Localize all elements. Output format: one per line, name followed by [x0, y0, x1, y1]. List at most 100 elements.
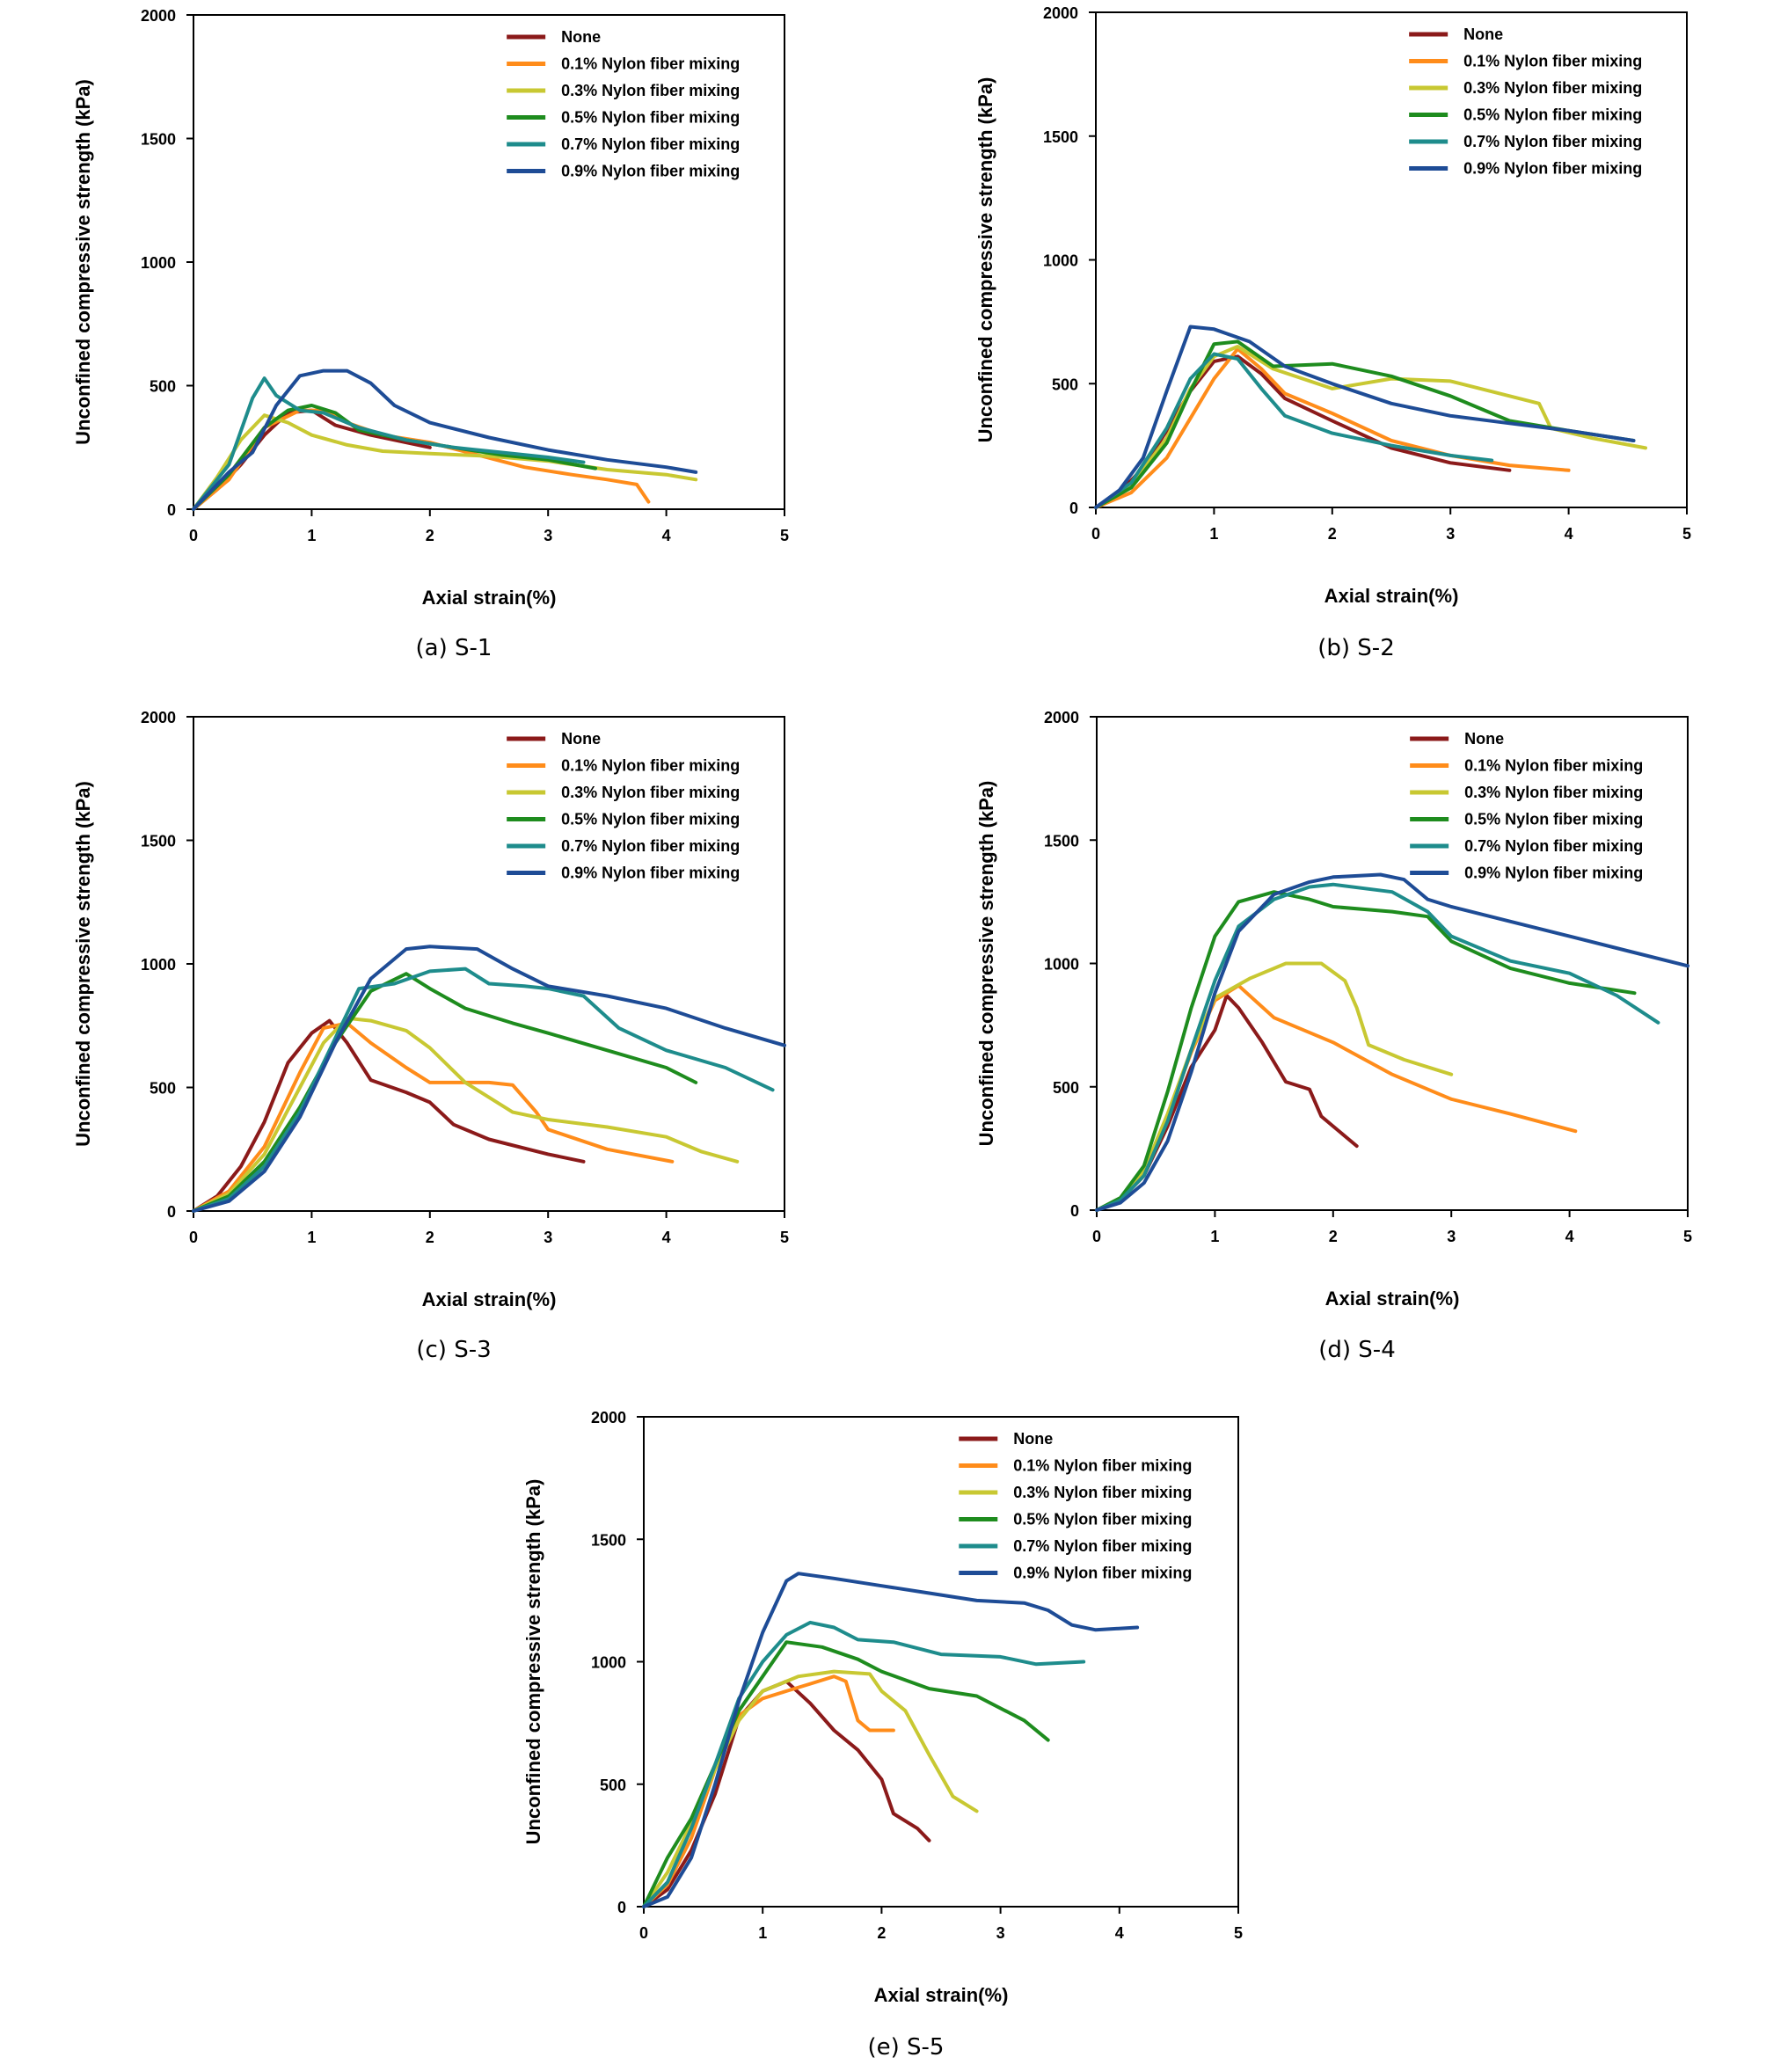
- legend-label: 0.5% Nylon fiber mixing: [561, 811, 740, 828]
- legend-label: 0.1% Nylon fiber mixing: [1464, 757, 1643, 775]
- x-tick-label: 1: [307, 527, 316, 544]
- x-tick-label: 1: [758, 1924, 767, 1942]
- legend-label: 0.9% Nylon fiber mixing: [561, 163, 740, 180]
- y-tick-label: 1500: [591, 1531, 626, 1549]
- series-line-5: [192, 967, 775, 1213]
- y-tick-label: 1000: [141, 956, 176, 974]
- series-line-5: [1095, 882, 1660, 1212]
- y-tick-label: 2000: [141, 7, 176, 25]
- y-tick-label: 1500: [1044, 832, 1079, 850]
- y-tick-label: 2000: [141, 709, 176, 726]
- x-tick-label: 2: [1328, 525, 1337, 543]
- chart-panel-3: 0 1 2 3 4 5 0 500 1000 1500 2000 Axial strain(%) Unc…: [72, 709, 789, 1363]
- x-tick-label: 0: [1091, 525, 1100, 543]
- x-tick-label: 2: [877, 1924, 886, 1942]
- legend-label: 0.7% Nylon fiber mixing: [1463, 133, 1642, 150]
- y-tick-label: 1000: [141, 254, 176, 272]
- y-tick-label: 1000: [1043, 252, 1078, 270]
- y-tick-label: 2000: [1043, 4, 1078, 22]
- chart-panel-2: 0 1 2 3 4 5 0 500 1000 1500 2000 Axial strain(%) Unc…: [974, 4, 1691, 661]
- x-tick-label: 5: [1234, 1924, 1243, 1942]
- y-axis-title: Unconfined compressive strength (kPa): [72, 79, 94, 445]
- y-tick-label: 2000: [1044, 709, 1079, 726]
- x-tick-label: 1: [1209, 525, 1218, 543]
- x-tick-label: 5: [1683, 1228, 1692, 1245]
- series-line-2: [642, 1674, 895, 1908]
- x-tick-label: 2: [426, 527, 434, 544]
- legend-label: None: [561, 28, 601, 46]
- series-line-6: [192, 945, 786, 1213]
- x-axis-title: Axial strain(%): [874, 1984, 1009, 2006]
- legend-label: None: [561, 730, 601, 748]
- series-line-6: [1095, 872, 1689, 1212]
- legend-label: 0.5% Nylon fiber mixing: [1013, 1511, 1192, 1528]
- series-line-6: [1094, 325, 1636, 509]
- legend-label: 0.3% Nylon fiber mixing: [561, 82, 740, 99]
- y-tick-label: 500: [600, 1777, 626, 1794]
- y-tick-label: 500: [150, 378, 176, 396]
- y-tick-label: 500: [150, 1080, 176, 1098]
- series-line-2: [192, 1021, 675, 1213]
- x-tick-label: 4: [662, 527, 671, 544]
- x-tick-label: 3: [1447, 1228, 1456, 1245]
- x-axis-title: Axial strain(%): [422, 587, 557, 609]
- legend-label: 0.1% Nylon fiber mixing: [561, 55, 740, 73]
- chart-caption: (b) S-2: [1317, 635, 1394, 661]
- chart-caption: (c) S-3: [416, 1337, 491, 1363]
- x-tick-label: 4: [1115, 1924, 1124, 1942]
- y-tick-label: 0: [617, 1899, 626, 1916]
- series-line-5: [192, 376, 586, 511]
- chart-panel-5: 0 1 2 3 4 5 0 500 1000 1500 2000 Axial strain(%) Unc…: [522, 1409, 1243, 2061]
- series-line-2: [192, 408, 651, 511]
- legend-label: 0.3% Nylon fiber mixing: [1463, 79, 1642, 97]
- chart-caption: (a) S-1: [416, 635, 493, 661]
- series-line-6: [642, 1572, 1140, 1908]
- chart-panel-4: 0 1 2 3 4 5 0 500 1000 1500 2000 Axial strain(%) Unc…: [975, 709, 1692, 1363]
- x-tick-label: 3: [544, 1229, 552, 1246]
- series-line-5: [642, 1620, 1086, 1908]
- legend-label: 0.3% Nylon fiber mixing: [561, 784, 740, 801]
- legend-label: 0.5% Nylon fiber mixing: [1463, 106, 1642, 124]
- y-tick-label: 0: [167, 501, 176, 519]
- y-tick-label: 1000: [1044, 956, 1079, 974]
- series-line-4: [192, 972, 698, 1213]
- series-line-3: [192, 1016, 740, 1213]
- x-tick-label: 4: [1565, 525, 1573, 543]
- legend-label: 0.3% Nylon fiber mixing: [1013, 1484, 1192, 1501]
- legend-label: 0.7% Nylon fiber mixing: [1464, 837, 1643, 855]
- y-tick-label: 0: [1070, 1202, 1079, 1220]
- x-tick-label: 5: [780, 527, 789, 544]
- x-tick-label: 0: [1092, 1228, 1101, 1245]
- chart-panel-1: 0 1 2 3 4 5 0 500 1000 1500 2000 Axial strain(%) Unc…: [72, 7, 789, 661]
- x-tick-label: 0: [189, 1229, 198, 1246]
- y-tick-label: 0: [1069, 500, 1078, 517]
- series-line-4: [1094, 339, 1636, 509]
- legend-label: None: [1013, 1430, 1053, 1448]
- x-tick-label: 5: [780, 1229, 789, 1246]
- x-axis-title: Axial strain(%): [1324, 585, 1459, 607]
- x-tick-label: 5: [1682, 525, 1691, 543]
- series-line-5: [1094, 352, 1494, 509]
- series-line-2: [1095, 983, 1578, 1212]
- x-tick-label: 2: [426, 1229, 434, 1246]
- y-axis-title: Unconfined compressive strength (kPa): [72, 781, 94, 1147]
- y-tick-label: 0: [167, 1203, 176, 1221]
- legend-label: 0.7% Nylon fiber mixing: [1013, 1537, 1192, 1555]
- legend-label: 0.3% Nylon fiber mixing: [1464, 784, 1643, 801]
- x-tick-label: 4: [1565, 1228, 1574, 1245]
- y-axis-title: Unconfined compressive strength (kPa): [522, 1479, 544, 1845]
- x-tick-label: 0: [189, 527, 198, 544]
- legend-label: None: [1464, 730, 1504, 748]
- y-tick-label: 2000: [591, 1409, 626, 1426]
- chart-caption: (e) S-5: [868, 2034, 945, 2061]
- legend-label: 0.7% Nylon fiber mixing: [561, 837, 740, 855]
- x-axis-title: Axial strain(%): [422, 1288, 557, 1310]
- legend-label: 0.7% Nylon fiber mixing: [561, 135, 740, 153]
- legend-label: None: [1463, 26, 1503, 43]
- x-tick-label: 3: [996, 1924, 1005, 1942]
- series-line-4: [1095, 890, 1637, 1212]
- y-tick-label: 500: [1052, 376, 1078, 393]
- y-axis-title: Unconfined compressive strength (kPa): [975, 781, 997, 1147]
- y-tick-label: 1500: [141, 131, 176, 149]
